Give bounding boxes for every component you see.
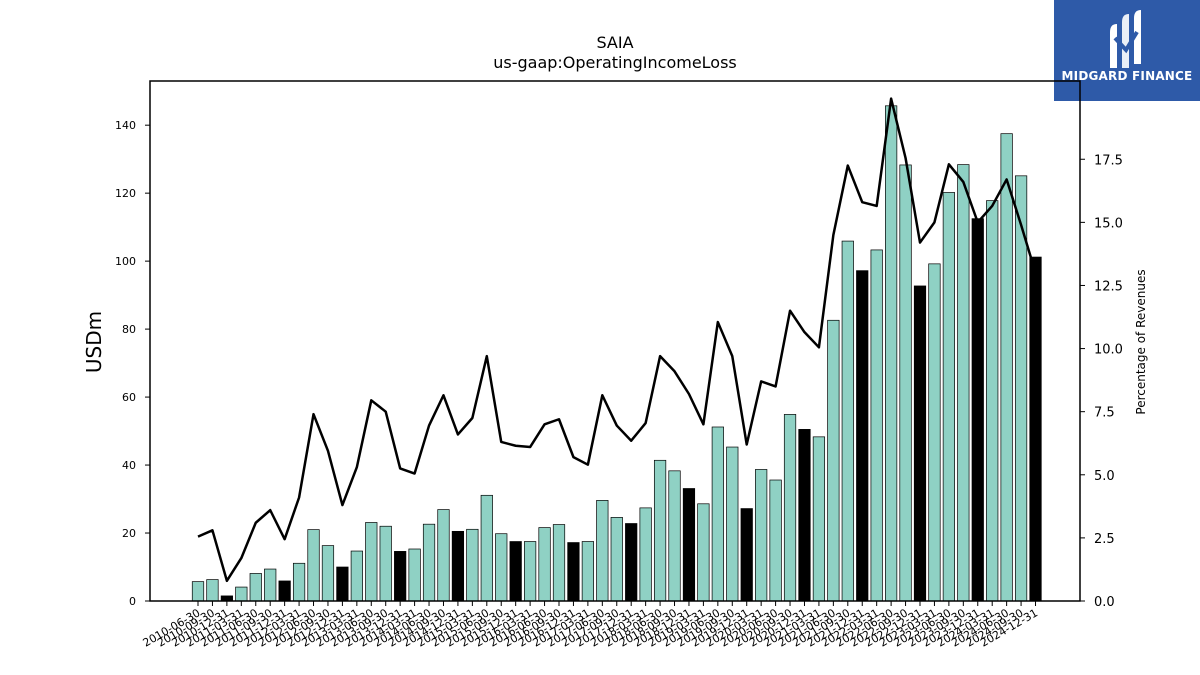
y-tick-label: 140 bbox=[115, 119, 136, 132]
bar-2013-06-30 bbox=[365, 522, 378, 602]
bar-2016-09-30 bbox=[552, 524, 566, 602]
y2-tick-label: 5.0 bbox=[1094, 469, 1115, 484]
bar-2017-12-31 bbox=[625, 523, 638, 602]
y-axis-left: 0 20 40 60 80 100 120 140 bbox=[115, 119, 150, 608]
bar-2022-09-30 bbox=[899, 164, 912, 602]
bar-2019-12-31 bbox=[740, 508, 753, 602]
bar-2013-09-30 bbox=[379, 525, 392, 602]
plot-frame bbox=[149, 80, 1081, 602]
bar-2015-09-30 bbox=[495, 533, 508, 602]
bar-2023-09-30 bbox=[957, 164, 970, 602]
bar-2010-06-30 bbox=[191, 581, 205, 602]
y-tick-label: 120 bbox=[115, 187, 136, 200]
bar-2016-03-31 bbox=[524, 541, 537, 602]
logo-text: MIDGARD FINANCE bbox=[1061, 69, 1193, 83]
bar-2020-06-30 bbox=[769, 479, 782, 602]
ratio-line bbox=[197, 97, 1037, 583]
chart-title: SAIA bbox=[596, 33, 633, 52]
y-tick-label: 100 bbox=[115, 255, 136, 268]
bar-2012-12-31 bbox=[336, 566, 349, 602]
y-tick-label: 80 bbox=[122, 323, 136, 336]
bar-2011-06-30 bbox=[249, 573, 262, 602]
y2-tick-label: 12.5 bbox=[1094, 279, 1123, 294]
bar-2020-09-30 bbox=[783, 414, 797, 602]
bar-2021-12-31 bbox=[856, 270, 869, 602]
y2-tick-label: 7.5 bbox=[1094, 406, 1115, 421]
y2-tick-label: 0.0 bbox=[1094, 595, 1115, 610]
bar-2018-03-31 bbox=[639, 507, 652, 602]
bar-2017-03-31 bbox=[581, 541, 594, 602]
bar-2020-12-31 bbox=[798, 429, 811, 602]
bar-2014-03-31 bbox=[408, 548, 421, 602]
y2-tick-label: 15.0 bbox=[1094, 216, 1123, 231]
bar-2024-06-30 bbox=[1000, 133, 1013, 602]
bar-2021-09-30 bbox=[841, 240, 854, 602]
bar-2023-12-31 bbox=[971, 218, 984, 602]
y2-tick-label: 2.5 bbox=[1094, 532, 1115, 547]
y-tick-label: 60 bbox=[122, 391, 136, 404]
bar-2010-12-31 bbox=[220, 595, 233, 602]
y-tick-label: 0 bbox=[129, 595, 136, 608]
bar-2020-03-31 bbox=[755, 469, 768, 602]
bar-2015-12-31 bbox=[509, 541, 522, 602]
bar-2011-03-31 bbox=[235, 586, 248, 602]
y2-axis-label: Percentage of Revenues bbox=[1134, 269, 1148, 414]
bar-2015-03-31 bbox=[466, 528, 479, 602]
bar-series bbox=[191, 105, 1042, 602]
bar-2021-03-31 bbox=[812, 436, 826, 602]
bar-2019-09-30 bbox=[726, 446, 739, 602]
bar-2012-03-31 bbox=[292, 562, 306, 602]
y-axis-label: USDm bbox=[82, 311, 106, 373]
bar-2017-06-30 bbox=[596, 500, 609, 602]
y-tick-label: 40 bbox=[122, 459, 136, 472]
y2-tick-label: 17.5 bbox=[1094, 153, 1123, 168]
bar-2016-12-31 bbox=[567, 542, 580, 602]
bar-2019-03-31 bbox=[697, 503, 710, 602]
bar-2014-12-31 bbox=[451, 530, 465, 602]
bar-2022-03-31 bbox=[870, 249, 883, 602]
bar-2014-09-30 bbox=[437, 509, 450, 602]
midgard-finance-logo: MIDGARD FINANCE bbox=[1054, 0, 1200, 101]
bar-2018-09-30 bbox=[668, 470, 681, 602]
bar-2022-06-30 bbox=[885, 105, 898, 602]
bar-2011-09-30 bbox=[264, 568, 277, 602]
bar-2023-06-30 bbox=[942, 192, 955, 602]
bar-2013-03-31 bbox=[350, 550, 363, 602]
bar-2018-12-31 bbox=[682, 488, 696, 602]
bar-2024-03-31 bbox=[986, 200, 999, 602]
bar-2016-06-30 bbox=[538, 527, 551, 602]
bar-2014-06-30 bbox=[422, 523, 436, 602]
x-axis: 2010-06-302010-09-302010-12-312011-03-31… bbox=[141, 601, 1040, 650]
bar-2018-06-30 bbox=[653, 459, 667, 602]
bar-2012-06-30 bbox=[307, 529, 320, 602]
bar-2012-09-30 bbox=[321, 545, 335, 602]
ratio-line-series bbox=[197, 97, 1037, 583]
bar-2017-09-30 bbox=[610, 517, 623, 602]
bar-2015-06-30 bbox=[480, 494, 493, 602]
bar-2013-12-31 bbox=[394, 551, 407, 602]
bar-2021-06-30 bbox=[827, 319, 840, 602]
midgard-logo-icon bbox=[1110, 10, 1141, 68]
bar-2010-09-30 bbox=[206, 579, 219, 602]
bar-2023-03-31 bbox=[928, 263, 941, 602]
chart-subtitle: us-gaap:OperatingIncomeLoss bbox=[493, 53, 737, 72]
bar-2019-06-30 bbox=[711, 426, 724, 602]
bar-2024-12-31 bbox=[1029, 256, 1042, 602]
y2-tick-label: 10.0 bbox=[1094, 343, 1123, 358]
bar-2022-12-31 bbox=[913, 285, 927, 602]
bar-2011-12-31 bbox=[278, 580, 291, 602]
y-tick-label: 20 bbox=[122, 527, 136, 540]
y-axis-right: 0.0 2.5 5.0 7.5 10.0 12.5 15.0 17.5 bbox=[1080, 153, 1123, 610]
